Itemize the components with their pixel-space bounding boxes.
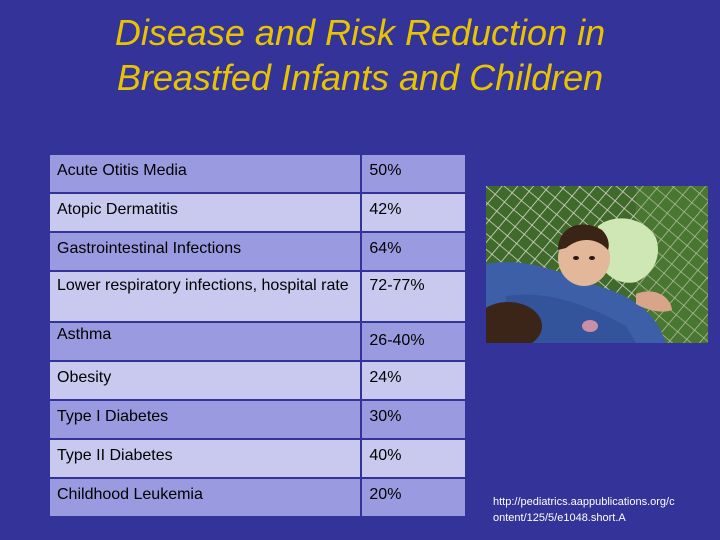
reduction-cell: 50% <box>360 153 467 194</box>
condition-cell: Gastrointestinal Infections <box>47 231 363 272</box>
condition-cell: Type I Diabetes <box>47 399 363 440</box>
reduction-cell: 42% <box>360 192 467 233</box>
slide-title: Disease and Risk Reduction in Breastfed … <box>20 10 700 100</box>
table-row: Acute Otitis Media 50% <box>47 153 467 194</box>
table-row: Atopic Dermatitis 42% <box>47 192 467 233</box>
citation-line-2: ontent/125/5/e1048.short.A <box>493 512 626 524</box>
reduction-cell: 72-77% <box>360 270 467 323</box>
condition-cell: Asthma <box>47 321 363 362</box>
condition-cell: Lower respiratory infections, hospital r… <box>47 270 363 323</box>
reduction-cell: 24% <box>360 360 467 401</box>
condition-cell: Obesity <box>47 360 363 401</box>
risk-reduction-table: Acute Otitis Media 50% Atopic Dermatitis… <box>47 153 467 518</box>
table-row: Type II Diabetes 40% <box>47 438 467 479</box>
condition-cell: Type II Diabetes <box>47 438 363 479</box>
title-line-2: Breastfed Infants and Children <box>116 57 604 98</box>
table-row: Childhood Leukemia 20% <box>47 477 467 518</box>
citation-line-1: http://pediatrics.aappublications.org/c <box>493 496 675 508</box>
table-row: Gastrointestinal Infections 64% <box>47 231 467 272</box>
condition-cell: Atopic Dermatitis <box>47 192 363 233</box>
reduction-cell: 40% <box>360 438 467 479</box>
citation: http://pediatrics.aappublications.org/c … <box>493 494 703 526</box>
condition-cell: Childhood Leukemia <box>47 477 363 518</box>
reduction-cell: 20% <box>360 477 467 518</box>
reduction-cell: 30% <box>360 399 467 440</box>
table-row: Type I Diabetes 30% <box>47 399 467 440</box>
table-row: Obesity 24% <box>47 360 467 401</box>
table-row: Lower respiratory infections, hospital r… <box>47 270 467 323</box>
breastfeeding-photo <box>486 186 708 343</box>
condition-cell: Acute Otitis Media <box>47 153 363 194</box>
reduction-cell: 26-40% <box>360 321 467 362</box>
reduction-cell: 64% <box>360 231 467 272</box>
title-line-1: Disease and Risk Reduction in <box>114 12 606 53</box>
table-row: Asthma 26-40% <box>47 321 467 362</box>
